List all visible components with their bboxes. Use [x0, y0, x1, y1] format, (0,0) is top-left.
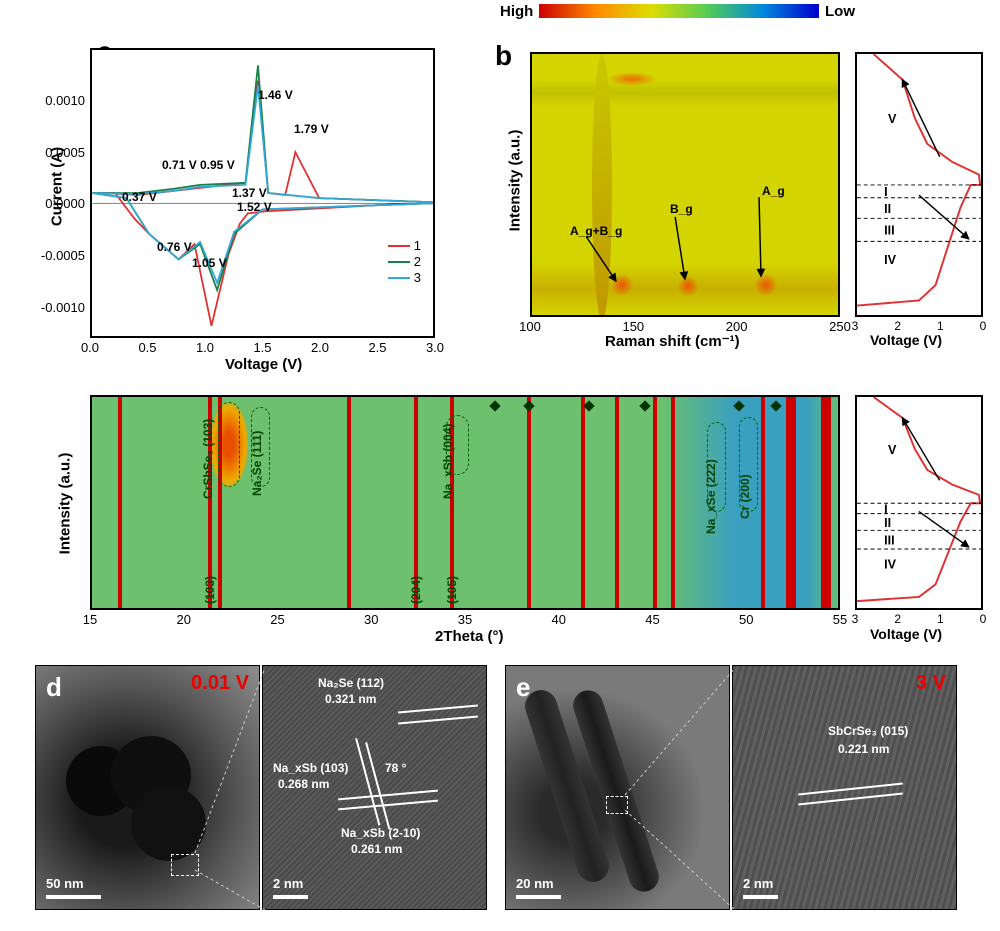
svg-text:V: V: [888, 443, 897, 457]
tem-d-hrtem: Na₂Se (112) 0.321 nm Na_xSb (103) 0.268 …: [262, 665, 487, 910]
tem-d-angle: 78 °: [385, 761, 406, 775]
annot-146v: 1.46 V: [258, 88, 293, 102]
volt-c-xlabel: Voltage (V): [870, 626, 942, 642]
legend-1: 1: [414, 238, 421, 253]
legend-2: 2: [414, 254, 421, 269]
panel-a-cv-chart: a 0.37 V 0.71 V 0.95 V 0.76 V 1.05 V 1.4…: [25, 18, 455, 348]
panel-c-ylabel: Intensity (a.u.): [57, 444, 74, 564]
annot-179v: 1.79 V: [294, 122, 329, 136]
panel-c-xrd: c CrSbSe₃ (103)Na₂Se (111)Na_xSb (004)Na…: [25, 370, 845, 645]
annot-152v: 1.52 V: [237, 200, 272, 214]
panel-b-raman: b A_g+B_g B_g A_g Intensity (a.u.) Raman…: [475, 22, 845, 352]
panel-b-heatmap: A_g+B_g B_g A_g: [530, 52, 840, 317]
volt-b-svg: IIIIIIIVV: [857, 54, 981, 311]
svg-text:IV: IV: [884, 253, 896, 267]
tem-d-d3: 0.261 nm: [351, 842, 402, 856]
tem-d-d1: 0.321 nm: [325, 692, 376, 706]
svg-text:III: III: [884, 534, 894, 548]
svg-text:I: I: [884, 502, 888, 516]
colorbar-gradient: [539, 4, 819, 18]
tem-e-scale1: 20 nm: [516, 876, 554, 891]
tem-e-voltage: 3 V: [916, 672, 946, 695]
tem-e-lowmag: e 20 nm: [505, 665, 730, 910]
tem-d-d2: 0.268 nm: [278, 777, 329, 791]
panel-b-label: b: [495, 40, 512, 72]
volt-b-xlabel: Voltage (V): [870, 332, 942, 348]
tem-e-d1: 0.221 nm: [838, 742, 889, 756]
panel-b-arrows: [532, 54, 838, 316]
tem-e-hrtem: 3 V SbCrSe₃ (015) 0.221 nm 2 nm: [732, 665, 957, 910]
panel-d-label: d: [46, 672, 62, 703]
tem-d-l2: Na_xSb (103): [273, 761, 348, 775]
panel-a-plot-area: 0.37 V 0.71 V 0.95 V 0.76 V 1.05 V 1.46 …: [90, 48, 435, 338]
tem-e-l1: SbCrSe₃ (015): [828, 724, 908, 738]
svg-text:II: II: [884, 516, 891, 530]
tem-d-l3: Na_xSb (2-10): [341, 826, 420, 840]
colorbar-high-label: High: [500, 3, 533, 20]
svg-text:V: V: [888, 112, 897, 126]
annot-105v: 1.05 V: [192, 256, 227, 270]
panel-b-xlabel: Raman shift (cm⁻¹): [605, 332, 740, 350]
svg-text:III: III: [884, 224, 894, 238]
tem-d-voltage: 0.01 V: [191, 672, 249, 695]
tem-d-scale1: 50 nm: [46, 876, 84, 891]
svg-text:IV: IV: [884, 557, 896, 571]
colorbar-low-label: Low: [825, 3, 855, 20]
voltage-profile-b: IIIIIIIVV: [855, 52, 983, 317]
annot-071v: 0.71 V: [162, 158, 197, 172]
voltage-profile-c: IIIIIIIVV: [855, 395, 983, 610]
svg-text:I: I: [884, 185, 888, 199]
annot-037v: 0.37 V: [122, 190, 157, 204]
tem-d-scale2: 2 nm: [273, 876, 303, 891]
annot-076v: 0.76 V: [157, 240, 192, 254]
panel-c-xlabel: 2Theta (°): [435, 628, 504, 645]
panel-a-legend: 1 2 3: [388, 237, 421, 286]
tem-e-scale2: 2 nm: [743, 876, 773, 891]
panel-b-ylabel: Intensity (a.u.): [507, 121, 524, 241]
tem-d-l1: Na₂Se (112): [318, 676, 384, 690]
tem-d-lowmag: d 0.01 V 50 nm: [35, 665, 260, 910]
panel-c-heatmap: CrSbSe₃ (103)Na₂Se (111)Na_xSb (004)Na_x…: [90, 395, 840, 610]
annot-137v: 1.37 V: [232, 186, 267, 200]
annot-095v: 0.95 V: [200, 158, 235, 172]
volt-c-svg: IIIIIIIVV: [857, 397, 981, 605]
colorbar: High Low: [500, 0, 855, 22]
svg-text:II: II: [884, 202, 891, 216]
legend-3: 3: [414, 270, 421, 285]
